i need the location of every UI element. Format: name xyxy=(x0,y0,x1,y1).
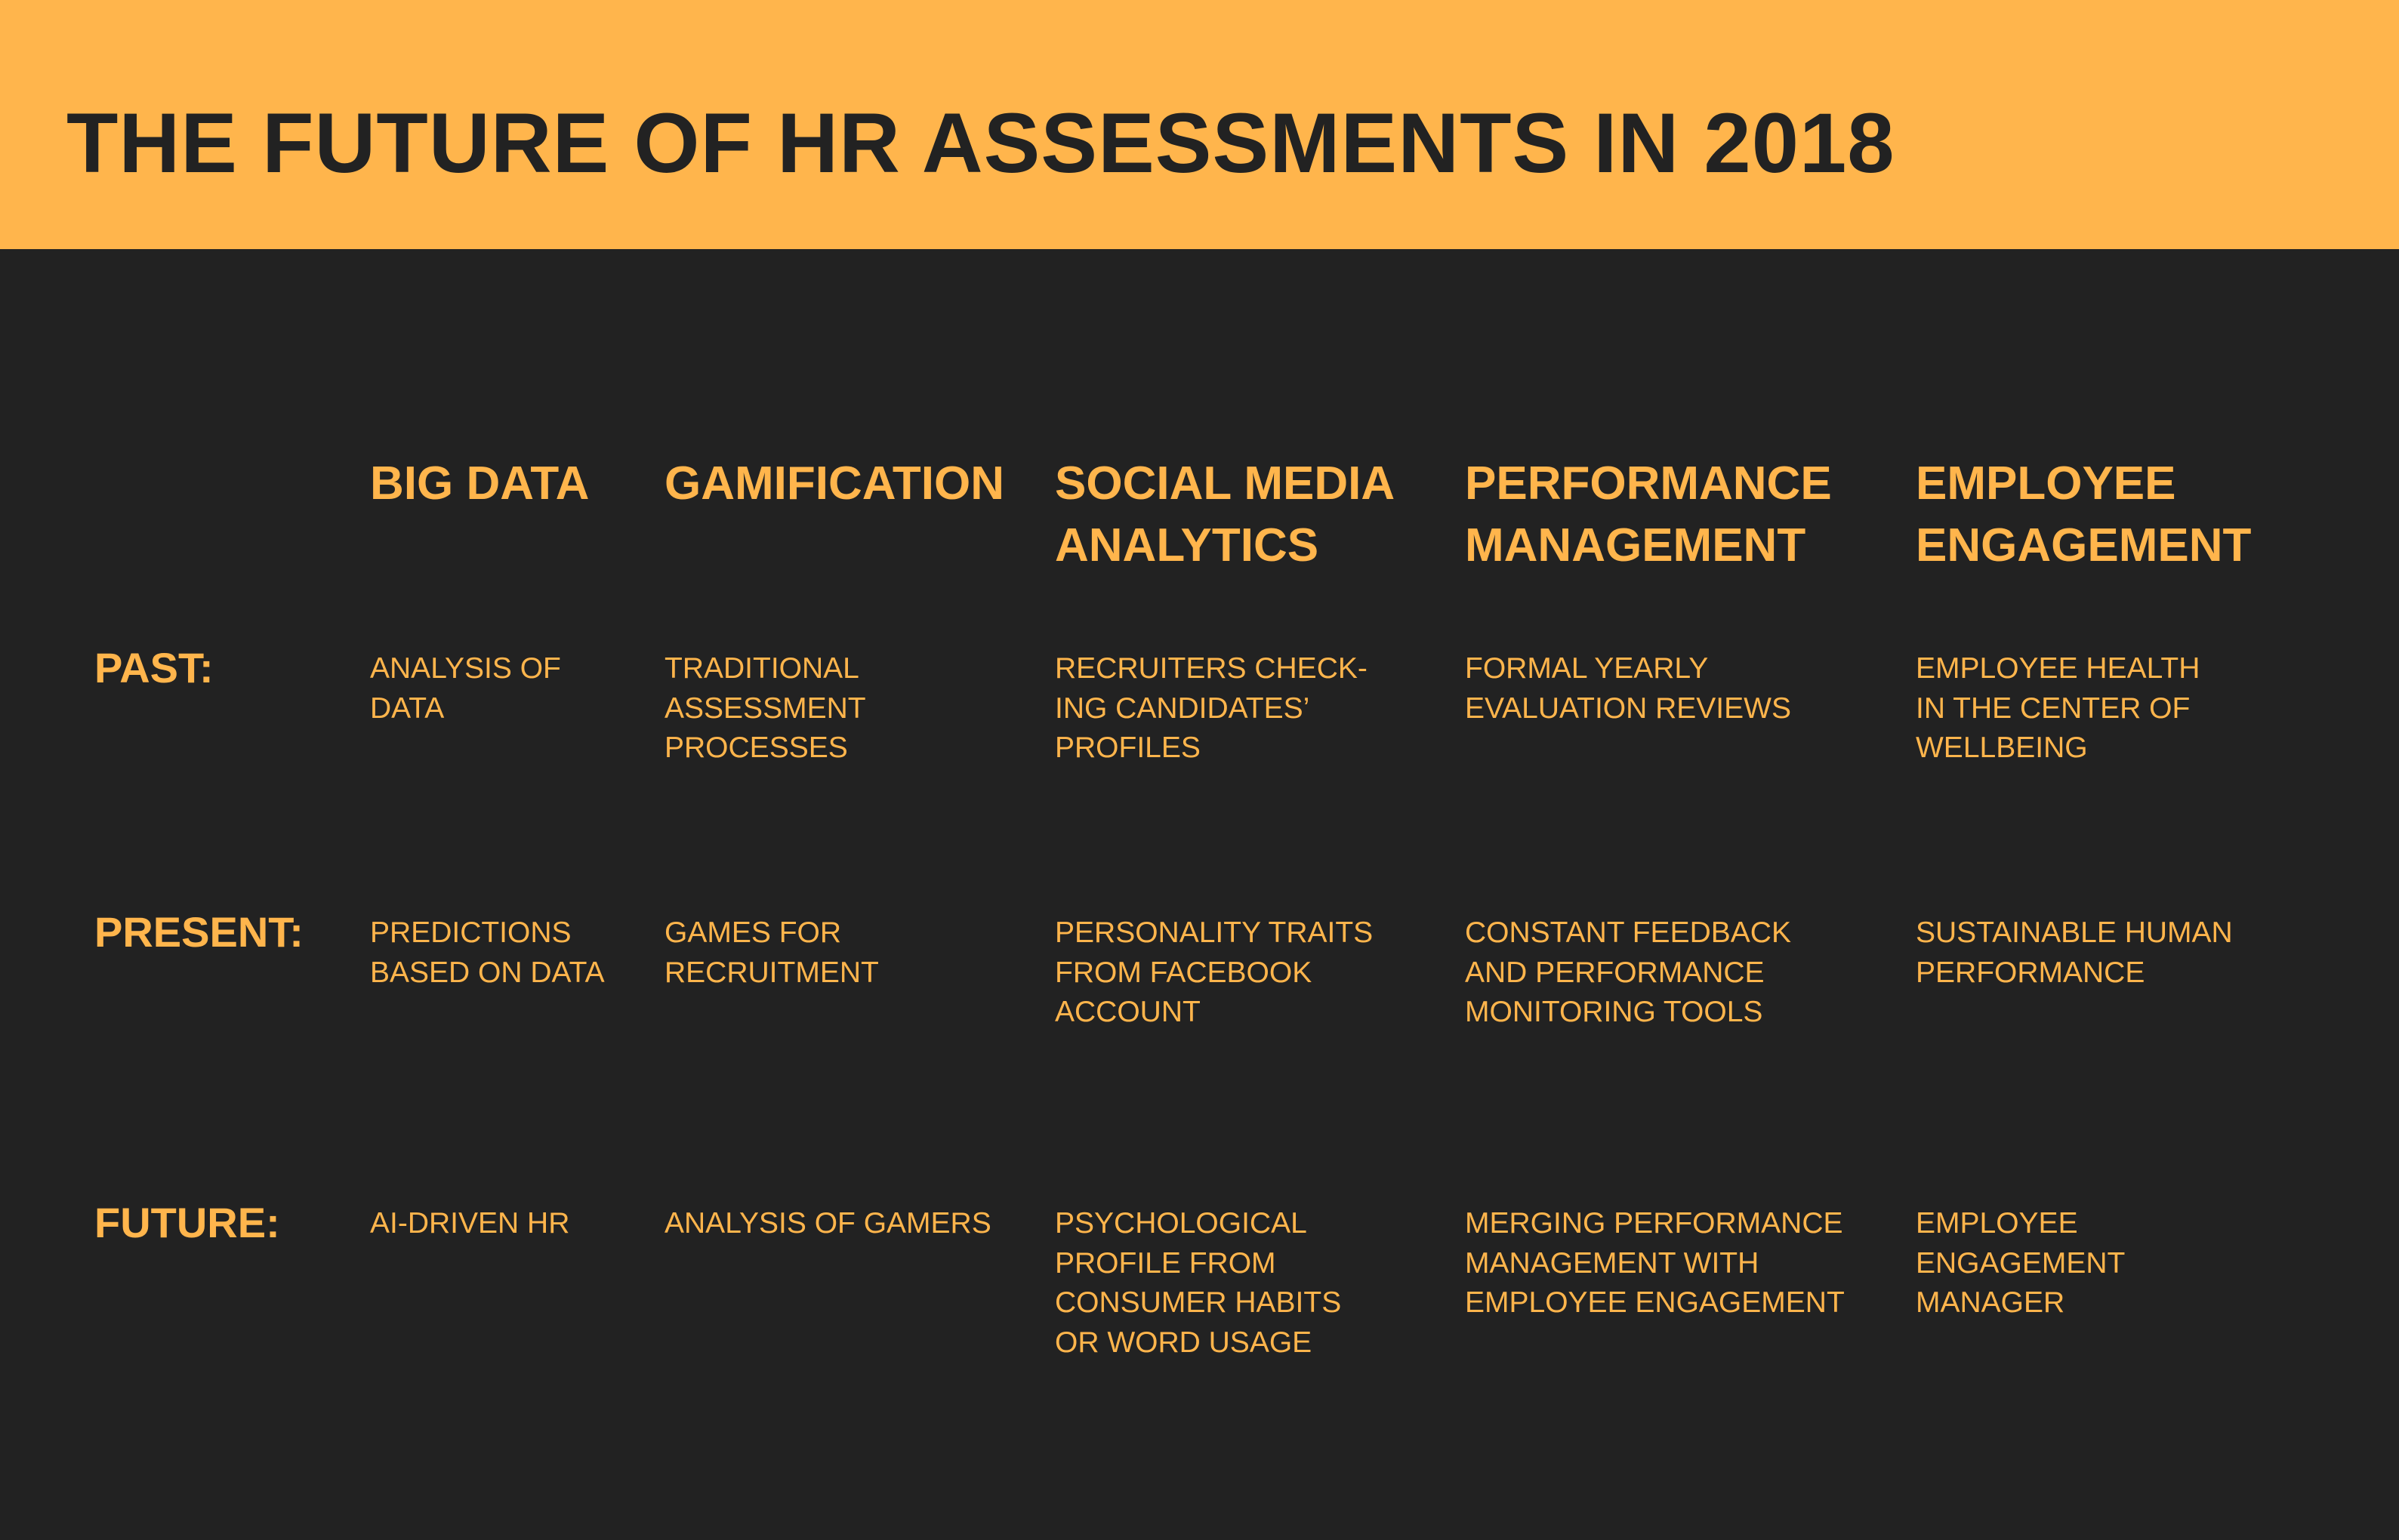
table-cell: EMPLOYEE HEALTH IN THE CENTER OF WELLBEI… xyxy=(1916,652,2200,764)
table-cell: ANALYSIS OF DATA xyxy=(370,652,561,725)
table-cell: CONSTANT FEEDBACK AND PERFORMANCE MONITO… xyxy=(1465,916,1791,1028)
row-label-present: PRESENT: xyxy=(94,908,304,956)
row-label-future: FUTURE: xyxy=(94,1199,280,1246)
table-cell: GAMES FOR RECRUITMENT xyxy=(665,916,879,989)
table-cell: AI-DRIVEN HR xyxy=(370,1207,570,1240)
table-cell: TRADITIONAL ASSESSMENT PROCESSES xyxy=(665,652,866,764)
table-cell: PREDICTIONS BASED ON DATA xyxy=(370,916,605,989)
table-cell: EMPLOYEE ENGAGEMENT MANAGER xyxy=(1916,1207,2126,1319)
table-cell: MERGING PERFORMANCE MANAGEMENT WITH EMPL… xyxy=(1465,1207,1845,1319)
column-header-employee-engagement: EMPLOYEE ENGAGEMENT xyxy=(1916,457,2252,571)
row-label-past: PAST: xyxy=(94,644,214,691)
page-title: THE FUTURE OF HR ASSESSMENTS IN 2018 xyxy=(66,96,1895,190)
table-cell: FORMAL YEARLY EVALUATION REVIEWS xyxy=(1465,652,1791,725)
column-header-performance-management: PERFORMANCE MANAGEMENT xyxy=(1465,457,1832,571)
header-banner: THE FUTURE OF HR ASSESSMENTS IN 2018 xyxy=(0,0,2399,249)
table-cell: RECRUITERS CHECK- ING CANDIDATES’ PROFIL… xyxy=(1055,652,1368,764)
column-header-social-media-analytics: SOCIAL MEDIA ANALYTICS xyxy=(1055,457,1395,571)
table-cell: PERSONALITY TRAITS FROM FACEBOOK ACCOUNT xyxy=(1055,916,1374,1028)
table-cell: ANALYSIS OF GAMERS xyxy=(665,1207,991,1240)
table-cell: PSYCHOLOGICAL PROFILE FROM CONSUMER HABI… xyxy=(1055,1207,1342,1359)
column-header-big-data: BIG DATA xyxy=(370,457,590,510)
column-header-gamification: GAMIFICATION xyxy=(665,457,1005,510)
table-cell: SUSTAINABLE HUMAN PERFORMANCE xyxy=(1916,916,2233,989)
